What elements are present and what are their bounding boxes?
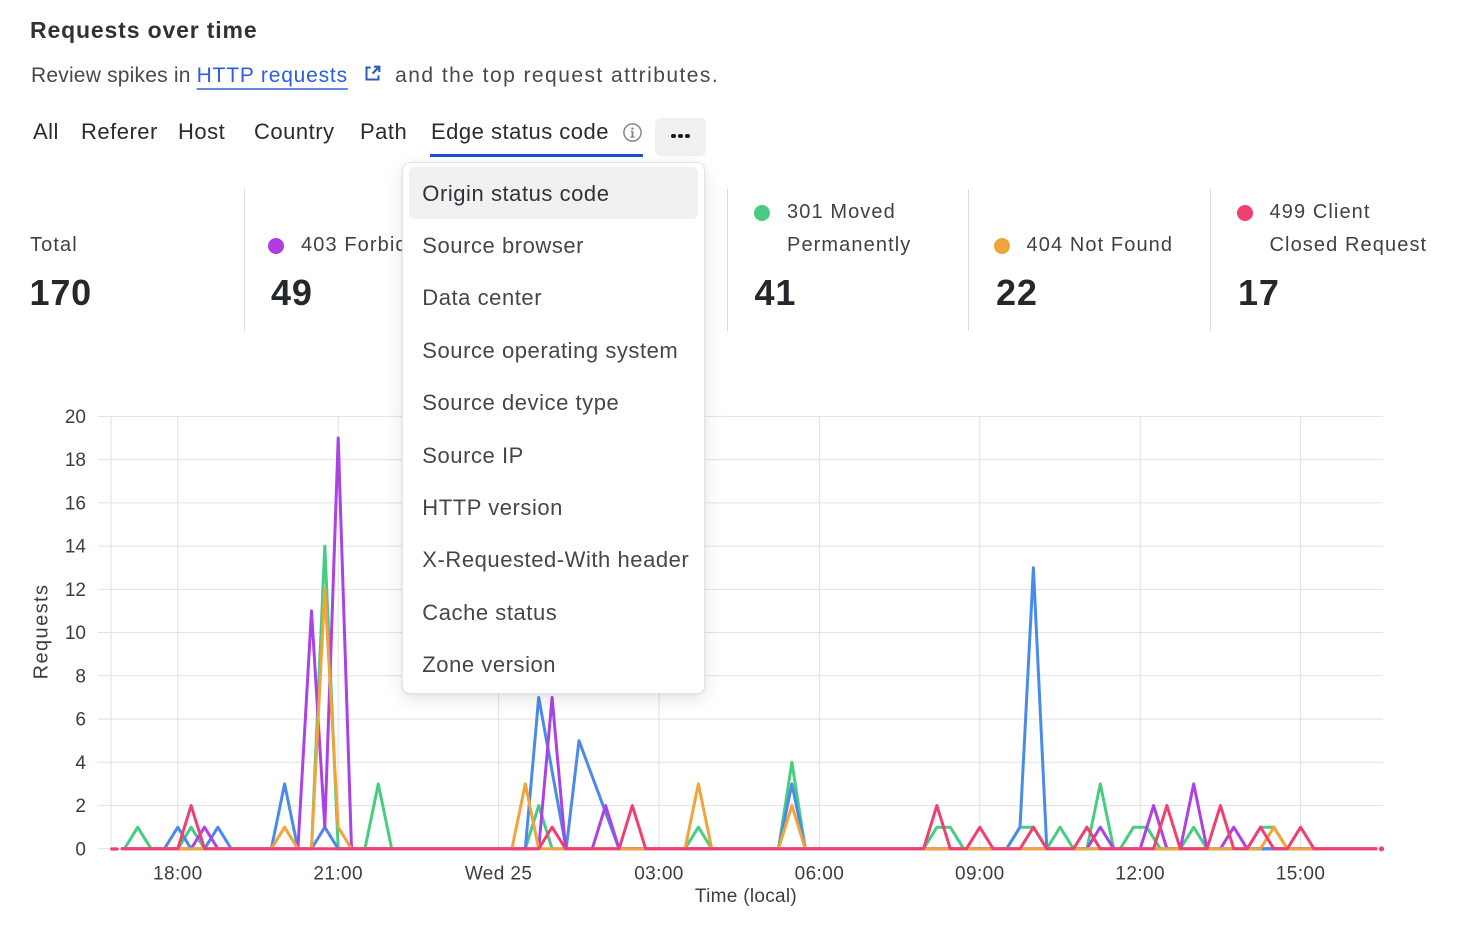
svg-text:21:00: 21:00 bbox=[313, 864, 363, 885]
svg-text:10: 10 bbox=[65, 623, 86, 644]
svg-text:4: 4 bbox=[75, 753, 86, 774]
svg-text:20: 20 bbox=[65, 407, 86, 428]
svg-text:Wed 25: Wed 25 bbox=[465, 864, 533, 885]
svg-text:14: 14 bbox=[65, 537, 87, 558]
svg-text:06:00: 06:00 bbox=[795, 864, 845, 885]
svg-text:Requests: Requests bbox=[31, 584, 53, 680]
svg-text:18: 18 bbox=[65, 450, 86, 471]
svg-text:0: 0 bbox=[75, 839, 86, 860]
svg-text:8: 8 bbox=[75, 666, 86, 687]
svg-text:2: 2 bbox=[75, 796, 86, 817]
svg-text:18:00: 18:00 bbox=[153, 864, 203, 885]
svg-text:16: 16 bbox=[65, 493, 86, 514]
svg-text:12: 12 bbox=[65, 580, 86, 601]
svg-text:6: 6 bbox=[75, 710, 86, 731]
svg-text:09:00: 09:00 bbox=[955, 864, 1005, 885]
svg-text:03:00: 03:00 bbox=[634, 864, 684, 885]
svg-text:12:00: 12:00 bbox=[1115, 864, 1165, 885]
svg-text:15:00: 15:00 bbox=[1276, 864, 1326, 885]
svg-text:Time (local): Time (local) bbox=[695, 886, 797, 907]
